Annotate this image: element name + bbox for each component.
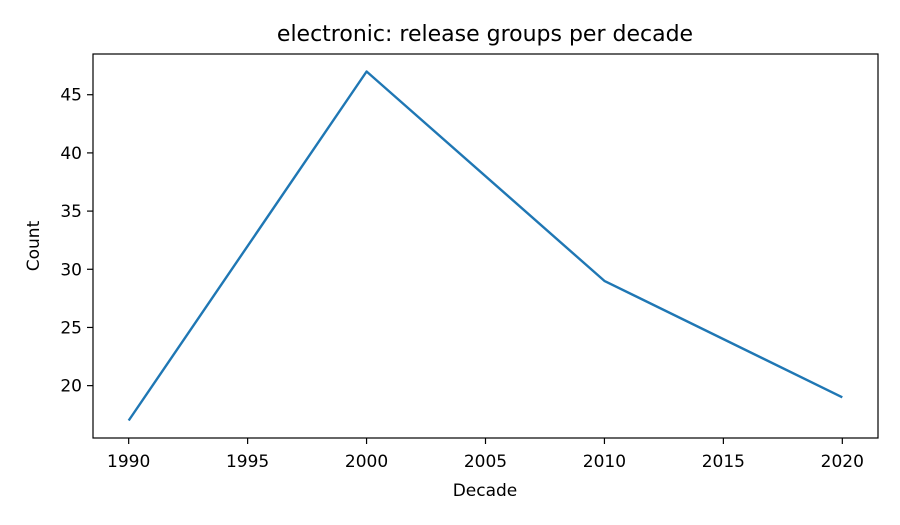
y-tick-label: 35: [60, 202, 82, 222]
y-axis-label: Count: [24, 220, 44, 271]
x-tick-label: 2000: [345, 452, 388, 472]
x-tick-label: 1995: [226, 452, 269, 472]
x-tick-label: 2015: [702, 452, 745, 472]
x-tick-label: 1990: [107, 452, 150, 472]
x-tick-label: 2005: [464, 452, 507, 472]
series-line: [127, 70, 843, 422]
y-axis: 20 25 30 35 40 45: [60, 86, 93, 397]
y-tick-label: 40: [60, 144, 82, 164]
chart-title: electronic: release groups per decade: [277, 22, 693, 47]
x-tick-label: 2010: [583, 452, 626, 472]
x-axis: 1990 1995 2000 2005 2010 2015 2020: [107, 438, 864, 472]
y-tick-label: 30: [60, 260, 82, 280]
x-axis-label: Decade: [453, 481, 518, 501]
plot-area: [92, 53, 879, 439]
y-tick-label: 25: [60, 318, 82, 338]
y-tick-label: 20: [60, 377, 82, 397]
series-layer: [127, 70, 843, 422]
y-tick-label: 45: [60, 86, 82, 106]
x-tick-label: 2020: [821, 452, 864, 472]
